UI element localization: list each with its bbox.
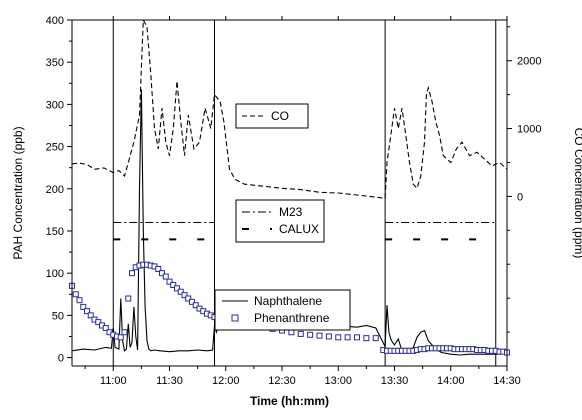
series-phenanthrene-point [363,335,370,342]
y-left-tick-label: 250 [46,142,64,154]
y-left-tick-label: 300 [46,99,64,111]
series-phenanthrene-point [189,298,195,305]
series-phenanthrene-point [102,325,109,332]
series-phenanthrene-point [344,334,351,341]
legend-sampler-label-m23: M23 [279,205,303,219]
series-phenanthrene-point [297,330,304,337]
series-phenanthrene-point [121,329,128,336]
series-phenanthrene-point [185,295,192,302]
legend-pah-label-phenanthrene: Phenanthrene [254,311,330,325]
legend-samplers [235,199,325,243]
series-phenanthrene-point [155,265,162,272]
series-phenanthrene-point [170,281,177,288]
legend-co-label: CO [271,109,289,123]
x-tick-label: 12:30 [268,375,296,387]
series-phenanthrene-point [87,312,94,319]
legend-pah-label-naphthalene: Naphthalene [254,294,322,308]
legend-pah-marker [231,314,239,322]
y-left-tick-label: 200 [46,184,64,196]
series-phenanthrene-point [166,278,173,285]
series-phenanthrene-point [117,334,124,341]
y-left-tick-label: 350 [46,57,64,69]
series-phenanthrene-point [181,292,188,299]
y-axis-left-title: PAH Concentration (ppb) [11,126,25,259]
series-phenanthrene-point [76,297,83,304]
series-phenanthrene-point [84,308,90,315]
legend-sampler-label-calux: CALUX [279,222,319,236]
series-phenanthrene-point [335,334,342,341]
series-phenanthrene-point [354,334,360,341]
series-phenanthrene-point [72,291,79,298]
x-tick-label: 14:30 [493,375,521,387]
y-right-tick-label: 1000 [517,124,541,136]
series-phenanthrene-point [325,333,332,340]
series-phenanthrene-point [372,335,379,342]
y-axis-right-title: CO Concentration (ppm) [572,128,582,259]
x-tick-label: 11:00 [100,375,127,387]
y-left-tick-label: 400 [46,15,64,27]
series-phenanthrene-point [162,273,169,280]
series-phenanthrene-point [95,319,102,326]
series-phenanthrene-point [307,331,314,338]
legend-co [235,103,309,129]
series-co-line [71,17,508,200]
series-phenanthrene-point [177,288,184,295]
series-phenanthrene-point [125,295,132,302]
y-left-tick-label: 150 [46,226,64,238]
y-right-tick-label: 2000 [517,56,541,68]
sampling-window-2 [384,19,497,367]
sampling-window-1 [112,19,215,367]
y-left-tick-label: 50 [52,310,64,322]
y-right-tick-label: 0 [517,191,523,203]
series-phenanthrene-point [316,332,323,339]
x-axis-title: Time (hh:mm) [250,394,329,408]
series-phenanthrene-point [80,303,87,310]
x-tick-label: 13:00 [324,375,352,387]
legend-pah [214,289,351,331]
x-tick-label: 13:30 [381,375,409,387]
series-phenanthrene-point [159,270,165,277]
y-left-tick-label: 0 [58,353,64,365]
series-phenanthrene-point [174,285,180,292]
series-phenanthrene-point [192,302,199,309]
x-tick-label: 12:00 [212,375,240,387]
x-tick-label: 11:30 [156,375,183,387]
x-tick-label: 14:00 [437,375,465,387]
series-phenanthrene-point [129,270,135,277]
y-left-tick-label: 100 [46,268,64,280]
